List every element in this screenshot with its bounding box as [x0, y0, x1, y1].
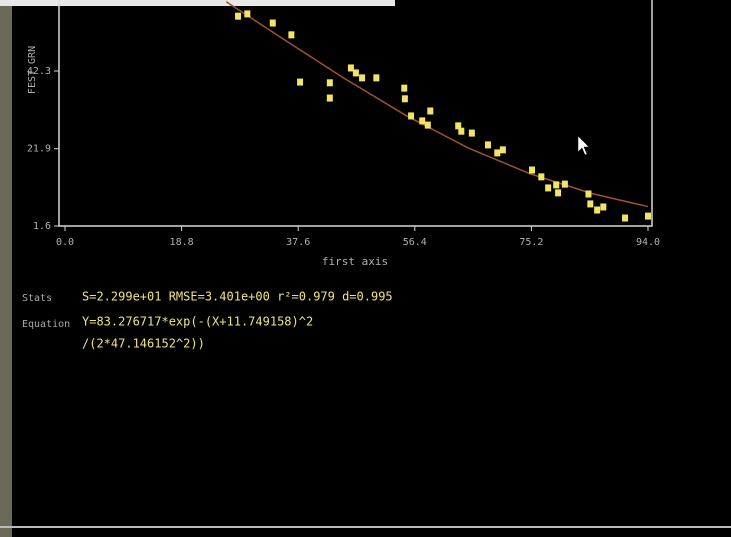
point: [455, 122, 462, 130]
point: [553, 181, 560, 189]
point: [347, 64, 354, 72]
left-edge: [0, 0, 12, 537]
point: [288, 31, 295, 39]
y-tick-label: 1.6: [33, 221, 51, 232]
point: [484, 141, 491, 149]
point: [269, 19, 276, 27]
point: [326, 79, 333, 87]
point: [529, 166, 536, 174]
point: [458, 127, 465, 135]
point: [235, 12, 242, 20]
x-tick-label: 56.4: [403, 237, 427, 248]
stats-label: Stats: [22, 293, 52, 304]
x-tick-label: 18.8: [170, 237, 194, 248]
equation-line: /(2*47.146152^2)): [82, 337, 205, 351]
point: [555, 189, 562, 197]
x-axis-label: first axis: [322, 255, 388, 268]
plot-frame: [58, 0, 653, 227]
x-tick-label: 37.6: [286, 237, 310, 248]
equation-line: Y=83.276717*exp(-(X+11.749158)^2: [82, 315, 313, 329]
point: [538, 173, 545, 181]
x-tick-label: 75.2: [519, 237, 543, 248]
point: [600, 203, 607, 211]
point: [244, 10, 251, 18]
y-axis-label: FEST GRN: [27, 46, 38, 94]
point: [352, 69, 359, 77]
top-bar: [0, 0, 395, 6]
point: [424, 121, 431, 129]
point: [468, 129, 475, 137]
y-tick-label: 42.3: [27, 66, 51, 77]
point: [594, 206, 601, 214]
point: [419, 117, 426, 125]
x-tick-label: 94.0: [636, 237, 660, 248]
point: [545, 184, 552, 192]
y-tick-label: 21.9: [27, 144, 51, 155]
point: [561, 180, 568, 188]
point: [427, 107, 434, 115]
point: [499, 146, 506, 154]
stats-text: S=2.299e+01 RMSE=3.401e+00 r²=0.979 d=0.…: [82, 290, 393, 304]
point: [373, 74, 380, 82]
mouse-cursor: [577, 135, 590, 156]
point: [297, 78, 304, 86]
point: [494, 149, 501, 157]
x-tick-label: 0.0: [56, 237, 74, 248]
point: [401, 95, 408, 103]
fit-curve: [225, 1, 649, 208]
point: [326, 94, 333, 102]
point: [587, 200, 594, 208]
point: [401, 84, 408, 92]
point: [408, 112, 415, 120]
point: [622, 214, 629, 222]
point: [359, 74, 366, 82]
equation-label: Equation: [22, 319, 70, 330]
point: [585, 190, 592, 198]
point: [645, 212, 651, 220]
